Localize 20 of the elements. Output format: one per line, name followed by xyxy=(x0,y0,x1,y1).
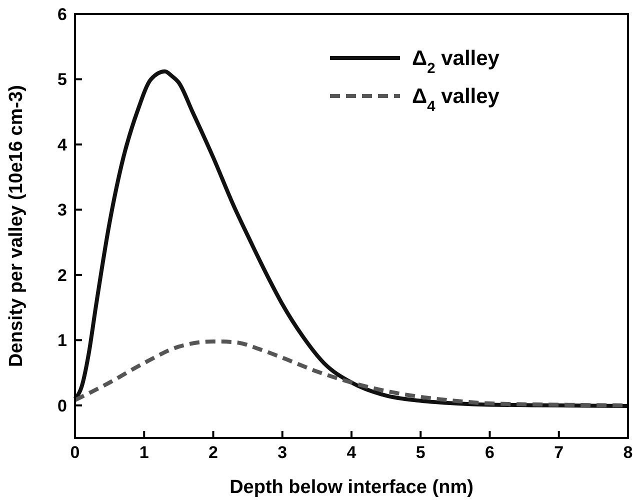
x-tick-label: 4 xyxy=(346,443,357,462)
y-tick-label: 6 xyxy=(58,5,67,24)
x-tick-label: 3 xyxy=(278,443,288,462)
x-tick-label: 8 xyxy=(623,443,633,462)
y-axis-title: Density per valley (10e16 cm-3) xyxy=(6,85,27,367)
y-tick-label: 5 xyxy=(58,70,67,90)
x-axis-title: Depth below interface (nm) xyxy=(230,477,474,498)
y-tick-label: 0 xyxy=(58,396,67,416)
x-tick-label: 2 xyxy=(208,443,218,462)
legend-label: Δ$_{4}$ valley xyxy=(412,85,500,115)
x-tick-label: 6 xyxy=(485,443,494,462)
x-tick-label: 7 xyxy=(554,443,564,462)
legend-label: Δ$_{2}$ valley xyxy=(412,47,500,77)
x-tick-label: 5 xyxy=(416,443,426,462)
x-tick-label: 1 xyxy=(139,443,149,462)
y-tick-label: 3 xyxy=(58,200,67,220)
y-tick-label: 4 xyxy=(58,135,68,154)
y-tick-label: 1 xyxy=(58,331,67,350)
y-tick-label: 2 xyxy=(58,266,67,285)
x-tick-label: 0 xyxy=(70,443,80,462)
